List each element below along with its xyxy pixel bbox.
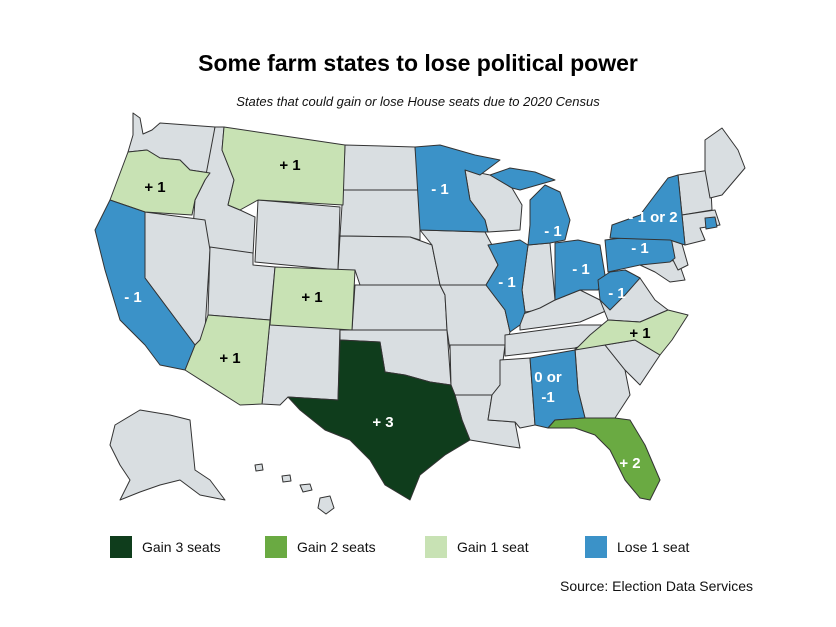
state-wyoming [254, 199, 341, 271]
legend-swatch [425, 536, 447, 558]
label-california: - 1 [124, 289, 142, 306]
label-michigan: - 1 [544, 223, 562, 240]
label-pennsylvania: - 1 [631, 240, 649, 257]
state-new-york [609, 174, 686, 246]
label-oregon: + 1 [144, 179, 165, 196]
state-michigan [527, 184, 571, 246]
state-texas [287, 339, 471, 501]
label-illinois: - 1 [498, 274, 516, 291]
state-hawaii-big [317, 495, 335, 515]
legend-gain-2: Gain 2 seats [265, 536, 376, 558]
label-alabama-line1: 0 or [534, 369, 562, 386]
label-texas: + 3 [372, 414, 393, 431]
legend-swatch [265, 536, 287, 558]
state-hawaii-kauai [254, 463, 264, 472]
legend-label: Gain 2 seats [297, 539, 376, 555]
state-minnesota [414, 144, 501, 233]
label-minnesota: - 1 [431, 181, 449, 198]
state-hawaii-oahu [281, 474, 292, 483]
state-alaska [109, 409, 226, 501]
state-montana [221, 126, 346, 211]
state-west-virginia [597, 269, 641, 311]
label-new-york: - 1 or 2 [628, 209, 677, 226]
state-california [94, 199, 196, 371]
state-new-mexico [261, 319, 341, 406]
map-subtitle: States that could gain or lose House sea… [236, 94, 600, 109]
label-ohio: - 1 [572, 261, 590, 278]
state-shapes [94, 112, 746, 515]
state-michigan-up [489, 167, 556, 191]
label-west-virginia: - 1 [608, 285, 626, 302]
label-alabama-line2: -1 [541, 389, 554, 406]
state-maine [704, 127, 746, 199]
label-arizona: + 1 [219, 350, 240, 367]
label-montana: + 1 [279, 157, 300, 174]
label-florida: + 2 [619, 455, 640, 472]
state-colorado [269, 266, 356, 331]
state-kansas [351, 284, 448, 331]
state-north-carolina [574, 309, 689, 356]
legend-label: Gain 1 seat [457, 539, 529, 555]
label-north-carolina: + 1 [629, 325, 650, 342]
state-south-dakota [339, 189, 421, 241]
map-title: Some farm states to lose political power [198, 50, 638, 76]
state-arizona [184, 314, 271, 406]
legend-label: Gain 3 seats [142, 539, 221, 555]
legend-gain-1: Gain 1 seat [425, 536, 529, 558]
label-colorado: + 1 [301, 289, 322, 306]
legend-gain-3: Gain 3 seats [110, 536, 221, 558]
state-hawaii-maui [299, 483, 313, 493]
source-note: Source: Election Data Services [560, 578, 753, 594]
legend-swatch [585, 536, 607, 558]
legend-lose-1: Lose 1 seat [585, 536, 689, 558]
state-illinois [485, 239, 529, 333]
legend-label: Lose 1 seat [617, 539, 690, 555]
state-florida [547, 417, 661, 501]
state-arkansas [449, 344, 506, 396]
state-rhode-island [704, 216, 718, 230]
legend-swatch [110, 536, 132, 558]
state-north-dakota [342, 144, 421, 191]
